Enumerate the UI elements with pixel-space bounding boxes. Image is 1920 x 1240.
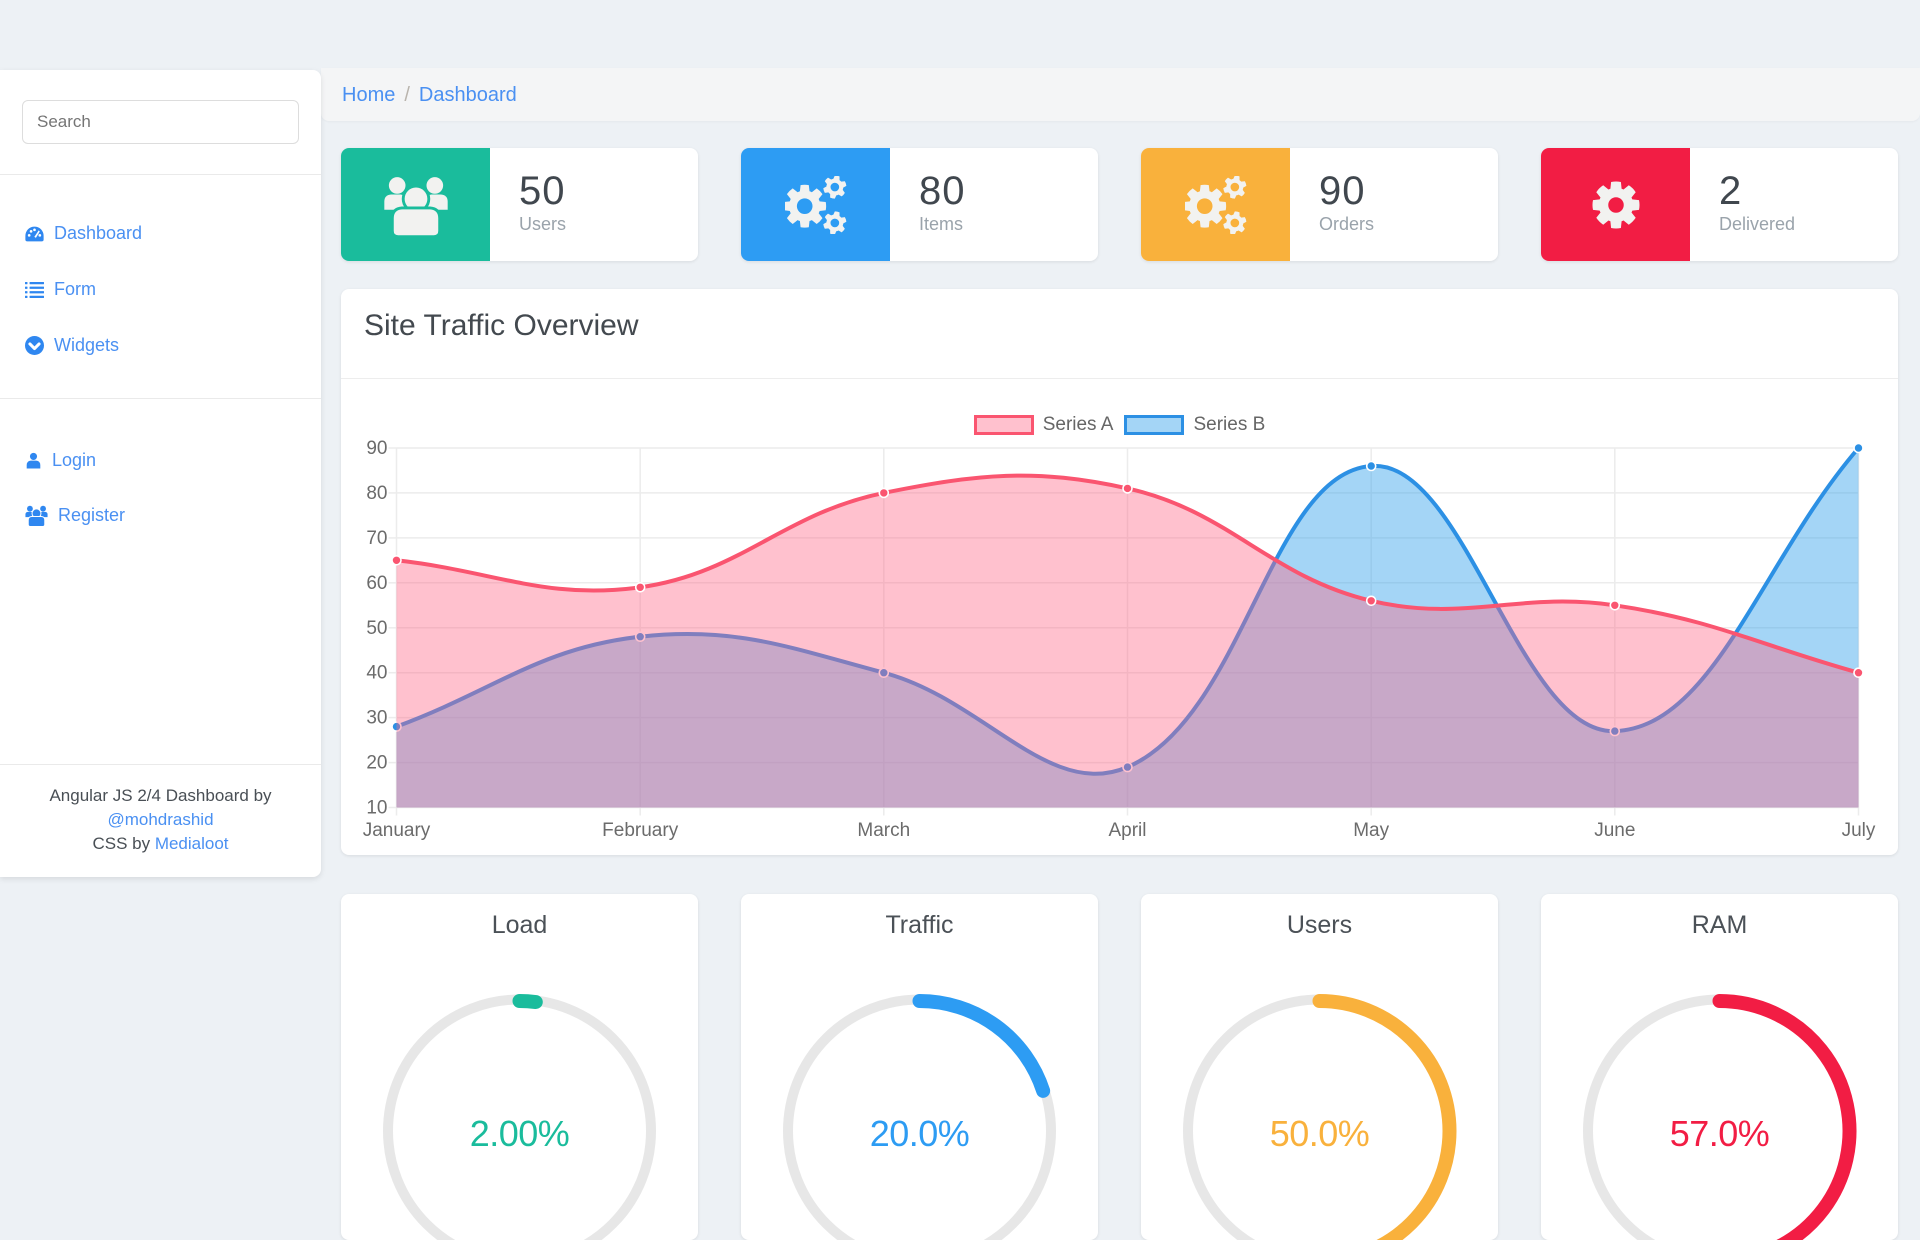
svg-text:50: 50 [366, 618, 387, 639]
svg-text:80: 80 [366, 483, 387, 504]
svg-text:March: March [857, 820, 910, 841]
svg-text:10: 10 [366, 798, 387, 819]
svg-text:30: 30 [366, 708, 387, 729]
svg-text:June: June [1594, 820, 1635, 841]
svg-text:20: 20 [366, 753, 387, 774]
svg-text:July: July [1842, 820, 1876, 841]
svg-text:January: January [363, 820, 431, 841]
svg-text:April: April [1108, 820, 1146, 841]
svg-text:May: May [1353, 820, 1389, 841]
svg-text:February: February [602, 820, 679, 841]
svg-text:60: 60 [366, 573, 387, 594]
svg-text:90: 90 [366, 438, 387, 459]
svg-text:70: 70 [366, 528, 387, 549]
svg-text:40: 40 [366, 663, 387, 684]
